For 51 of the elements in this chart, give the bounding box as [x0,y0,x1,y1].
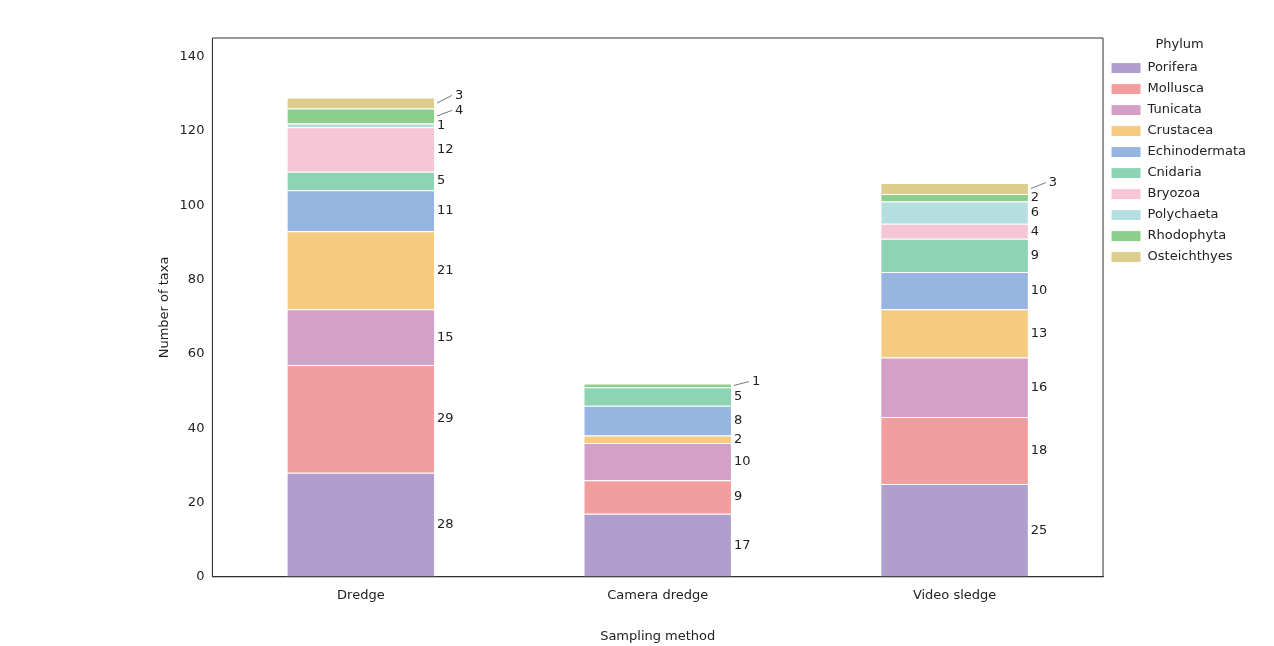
data-label: 4 [455,101,464,117]
y-tick-label: 40 [187,419,205,435]
data-label: 5 [437,172,446,188]
data-label: 9 [733,488,743,504]
data-label: 11 [437,202,454,218]
legend-label: Polychaeta [1147,206,1219,222]
y-tick-label: 140 [179,47,205,63]
legend-label: Rhodophyta [1147,227,1227,243]
data-label: 4 [1030,222,1040,238]
data-label: 5 [733,387,743,403]
data-label: 29 [437,410,454,426]
data-label: 9 [1030,246,1040,262]
legend-label: Osteichthyes [1147,248,1233,264]
y-tick-label: 0 [196,568,205,584]
legend-label: Echinodermata [1147,143,1246,159]
data-label: 2 [733,430,743,446]
legend-label: Bryozoa [1147,185,1201,201]
data-label: 15 [437,328,454,344]
legend-label: Mollusca [1147,80,1205,96]
data-label: 28 [437,516,454,532]
y-axis-title: Number of taxa [156,256,172,359]
data-label: 3 [1048,174,1058,190]
data-label: 1 [437,116,446,132]
y-tick-label: 100 [179,196,205,212]
legend-label: Cnidaria [1147,164,1202,180]
data-label: 25 [1030,521,1048,537]
legend-label: Porifera [1147,59,1198,75]
legend-title: Phylum [1155,35,1204,51]
data-label: 13 [1030,324,1048,340]
data-label: 1 [751,372,761,388]
y-tick-label: 60 [187,345,205,361]
legend-label: Crustacea [1147,122,1214,138]
data-label: 12 [437,140,454,156]
y-tick-label: 20 [187,493,205,509]
data-label: 10 [1030,282,1048,298]
data-label: 2 [1030,189,1040,205]
data-label: 10 [733,452,751,468]
x-tick-label: Camera dredge [607,586,709,602]
x-tick-label: Video sledge [912,586,997,602]
data-label: 16 [1030,378,1048,394]
data-label: 18 [1030,441,1048,457]
data-label: 8 [733,412,743,428]
x-tick-label: Dredge [337,586,385,602]
y-tick-label: 120 [179,122,205,138]
data-label: 6 [1030,204,1040,220]
x-axis-title: Sampling method [600,627,716,643]
data-label: 21 [437,261,454,277]
data-label: 3 [455,86,464,102]
legend-label: Tunicata [1146,101,1202,117]
y-tick-label: 80 [187,270,205,286]
data-label: 17 [733,536,751,552]
